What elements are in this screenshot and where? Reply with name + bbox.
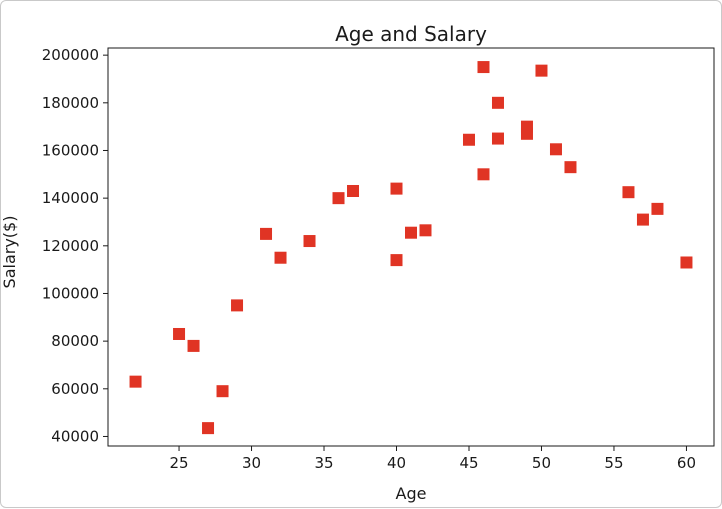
data-point: [332, 192, 345, 205]
x-tick-label: 60: [677, 454, 696, 472]
data-point: [520, 120, 533, 133]
data-point: [260, 227, 273, 240]
data-point: [520, 127, 533, 140]
x-tick-label: 40: [387, 454, 406, 472]
data-point: [462, 133, 475, 146]
data-point: [564, 161, 577, 174]
y-axis-label: Salary($): [1, 216, 19, 289]
data-point: [216, 385, 229, 398]
x-tick-label: 50: [532, 454, 551, 472]
data-point: [405, 226, 417, 239]
x-axis-label: Age: [396, 484, 427, 503]
data-point: [303, 235, 316, 248]
data-point: [651, 202, 664, 215]
y-tick-label: 120000: [42, 237, 99, 255]
data-point: [535, 64, 548, 77]
data-point: [347, 184, 360, 197]
x-tick-label: 30: [242, 454, 261, 472]
data-point: [491, 96, 504, 109]
y-tick-label: 180000: [42, 94, 99, 112]
y-tick-label: 60000: [51, 380, 99, 398]
y-tick-label: 40000: [51, 427, 99, 445]
y-tick-label: 160000: [42, 141, 99, 159]
data-point: [477, 61, 490, 74]
x-tick-label: 45: [459, 454, 478, 472]
y-tick-label: 80000: [51, 332, 99, 350]
data-point: [187, 339, 200, 352]
y-tick-label: 200000: [42, 46, 99, 64]
x-tick-label: 55: [604, 454, 623, 472]
data-point: [173, 327, 186, 340]
data-point: [491, 132, 504, 145]
x-tick-label: 25: [169, 454, 188, 472]
data-point: [231, 299, 244, 312]
plot-frame: [107, 47, 715, 447]
data-point: [202, 422, 215, 435]
data-point: [636, 213, 649, 226]
chart-title: Age and Salary: [335, 22, 487, 46]
data-point: [390, 254, 403, 267]
data-point: [129, 375, 142, 388]
data-point: [680, 256, 693, 269]
data-point: [622, 186, 635, 199]
y-tick-label: 100000: [42, 284, 99, 302]
data-point: [477, 168, 490, 181]
plot-area: [108, 48, 714, 446]
data-point: [549, 143, 562, 156]
data-point: [419, 224, 432, 237]
x-tick-label: 35: [314, 454, 333, 472]
data-point: [274, 251, 287, 264]
data-point: [390, 182, 403, 195]
y-tick-label: 140000: [42, 189, 99, 207]
